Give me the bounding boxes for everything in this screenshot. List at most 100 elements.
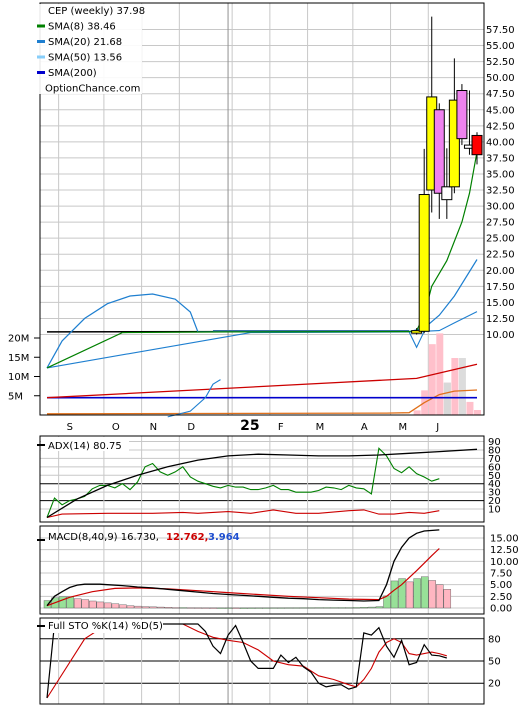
macd-hist-bar-5 <box>81 599 89 609</box>
macd-hist-bar-44 <box>375 606 384 609</box>
macd-hist-bar-35 <box>307 607 316 609</box>
macd-hist-bar-4 <box>73 598 82 609</box>
volume-bar-8 <box>474 409 481 415</box>
price-tick-17: 15.00 <box>486 298 515 309</box>
price-tick-16: 17.50 <box>486 282 515 293</box>
price-tick-10: 32.50 <box>486 186 515 197</box>
macd-line <box>46 529 440 607</box>
macd-hist-bar-16 <box>164 607 172 609</box>
macd-signal-line <box>46 548 440 607</box>
macd-hist-bar-19 <box>187 607 195 609</box>
macd-hist-bar-29 <box>262 607 270 609</box>
macd-hist-bar-24 <box>224 607 233 609</box>
stoch-panel-frame <box>39 617 485 705</box>
macd-hist-bar-38 <box>330 607 338 609</box>
sma20-line <box>46 259 478 369</box>
macd-hist-bar-31 <box>277 607 286 609</box>
candle-body-1 <box>418 194 430 332</box>
stoch-label-bg <box>41 620 163 633</box>
macd-hist-bar-18 <box>179 607 187 609</box>
macd-hist-bar-27 <box>247 607 255 609</box>
stoch-label-swatch <box>37 625 45 627</box>
macd-hist-bar-32 <box>285 607 293 609</box>
macd-hist-bar-15 <box>156 606 165 609</box>
macd-hist-bar-34 <box>300 607 308 609</box>
adx-line <box>46 448 478 519</box>
macd-hist-bar-23 <box>217 607 225 609</box>
sma20-dip <box>408 331 425 349</box>
volume-tick-2: 10M <box>8 372 29 383</box>
macd-hist-bar-26 <box>239 607 248 609</box>
adx-label: ADX(14) 80.75 <box>48 441 122 452</box>
macd-hist-bar-47 <box>398 578 406 609</box>
macd-tick-4: 5.00 <box>490 580 512 591</box>
macd-hist-value: 3.964 <box>208 532 240 543</box>
price-tick-3: 50.00 <box>486 73 515 84</box>
stoch-tick-2: 20 <box>488 679 501 690</box>
macd-hist-bar-28 <box>255 607 263 609</box>
x-label-9: J <box>435 422 439 433</box>
legend-bg <box>36 4 142 94</box>
x-label-0: S <box>67 422 73 433</box>
price-tick-2: 52.50 <box>486 57 515 68</box>
x-label-1: O <box>112 422 120 433</box>
price-tick-0: 57.50 <box>486 25 515 36</box>
candle-body-4 <box>441 186 453 201</box>
x-label-3: D <box>187 422 195 433</box>
adx-tick-4: 50 <box>488 471 501 482</box>
volume-bar-gray-53 <box>443 382 451 415</box>
price-tick-12: 27.50 <box>486 218 515 229</box>
macd-tick-5: 2.50 <box>490 592 512 603</box>
price-tick-4: 47.50 <box>486 89 515 100</box>
macd-label: MACD(8,40,9) 16.730, <box>48 532 159 543</box>
macd-hist-bar-51 <box>428 580 436 609</box>
price-tick-8: 37.50 <box>486 153 515 164</box>
candle-body-5 <box>448 99 460 188</box>
macd-hist-bar-8 <box>104 602 112 609</box>
volume-bar-0 <box>413 410 421 415</box>
macd-tick-1: 12.50 <box>490 545 519 556</box>
macd-hist-bar-12 <box>134 605 142 609</box>
macd-hist-bar-46 <box>390 580 399 609</box>
macd-hist-bar-41 <box>353 607 361 609</box>
volume-bar-3 <box>436 333 444 415</box>
macd-hist-bar-37 <box>322 607 331 609</box>
stoch-tick-1: 50 <box>488 657 501 668</box>
price-tick-18: 12.50 <box>486 314 515 325</box>
price-tick-11: 30.00 <box>486 202 515 213</box>
adx-tick-8: 10 <box>488 505 501 516</box>
macd-hist-bar-2 <box>58 596 67 609</box>
price-panel-frame <box>39 2 485 416</box>
macd-hist-bar-22 <box>209 607 218 609</box>
sma20-low-segment <box>167 379 221 418</box>
adx-label-bg <box>41 437 129 451</box>
macd-hist-bar-10 <box>119 604 127 609</box>
legend-swatch-2 <box>37 40 45 43</box>
sma8-line <box>46 151 478 369</box>
price-tick-15: 20.00 <box>486 266 515 277</box>
macd-hist-bar-49 <box>413 578 421 609</box>
macd-hist-bar-53 <box>443 589 452 609</box>
legend-swatch-3 <box>37 55 45 59</box>
price-tick-1: 55.00 <box>486 41 515 52</box>
adx-tick-3: 60 <box>488 462 501 473</box>
legend-label-1: SMA(8) 38.46 <box>48 22 116 33</box>
macd-hist-bar-33 <box>292 607 301 609</box>
candle-body-0 <box>411 330 423 334</box>
adx-plus-di <box>46 447 440 518</box>
adx-tick-5: 40 <box>488 479 501 490</box>
legend-label-4: SMA(200) <box>48 68 97 79</box>
macd-tick-0: 15.00 <box>490 534 519 545</box>
price-tick-7: 40.00 <box>486 137 515 148</box>
adx-minus-di <box>46 509 440 519</box>
candle-body-3 <box>433 109 445 194</box>
legend-label-5: OptionChance.com <box>45 84 140 95</box>
macd-tick-6: 0.00 <box>490 604 512 615</box>
macd-tick-3: 7.50 <box>490 569 512 580</box>
macd-hist-bar-50 <box>420 576 429 609</box>
macd-tick-2: 10.00 <box>490 557 519 568</box>
candle-body-6 <box>456 90 468 140</box>
volume-tick-0: 20M <box>8 334 29 345</box>
volume-tick-1: 15M <box>8 353 29 364</box>
macd-hist-bar-13 <box>141 606 150 609</box>
